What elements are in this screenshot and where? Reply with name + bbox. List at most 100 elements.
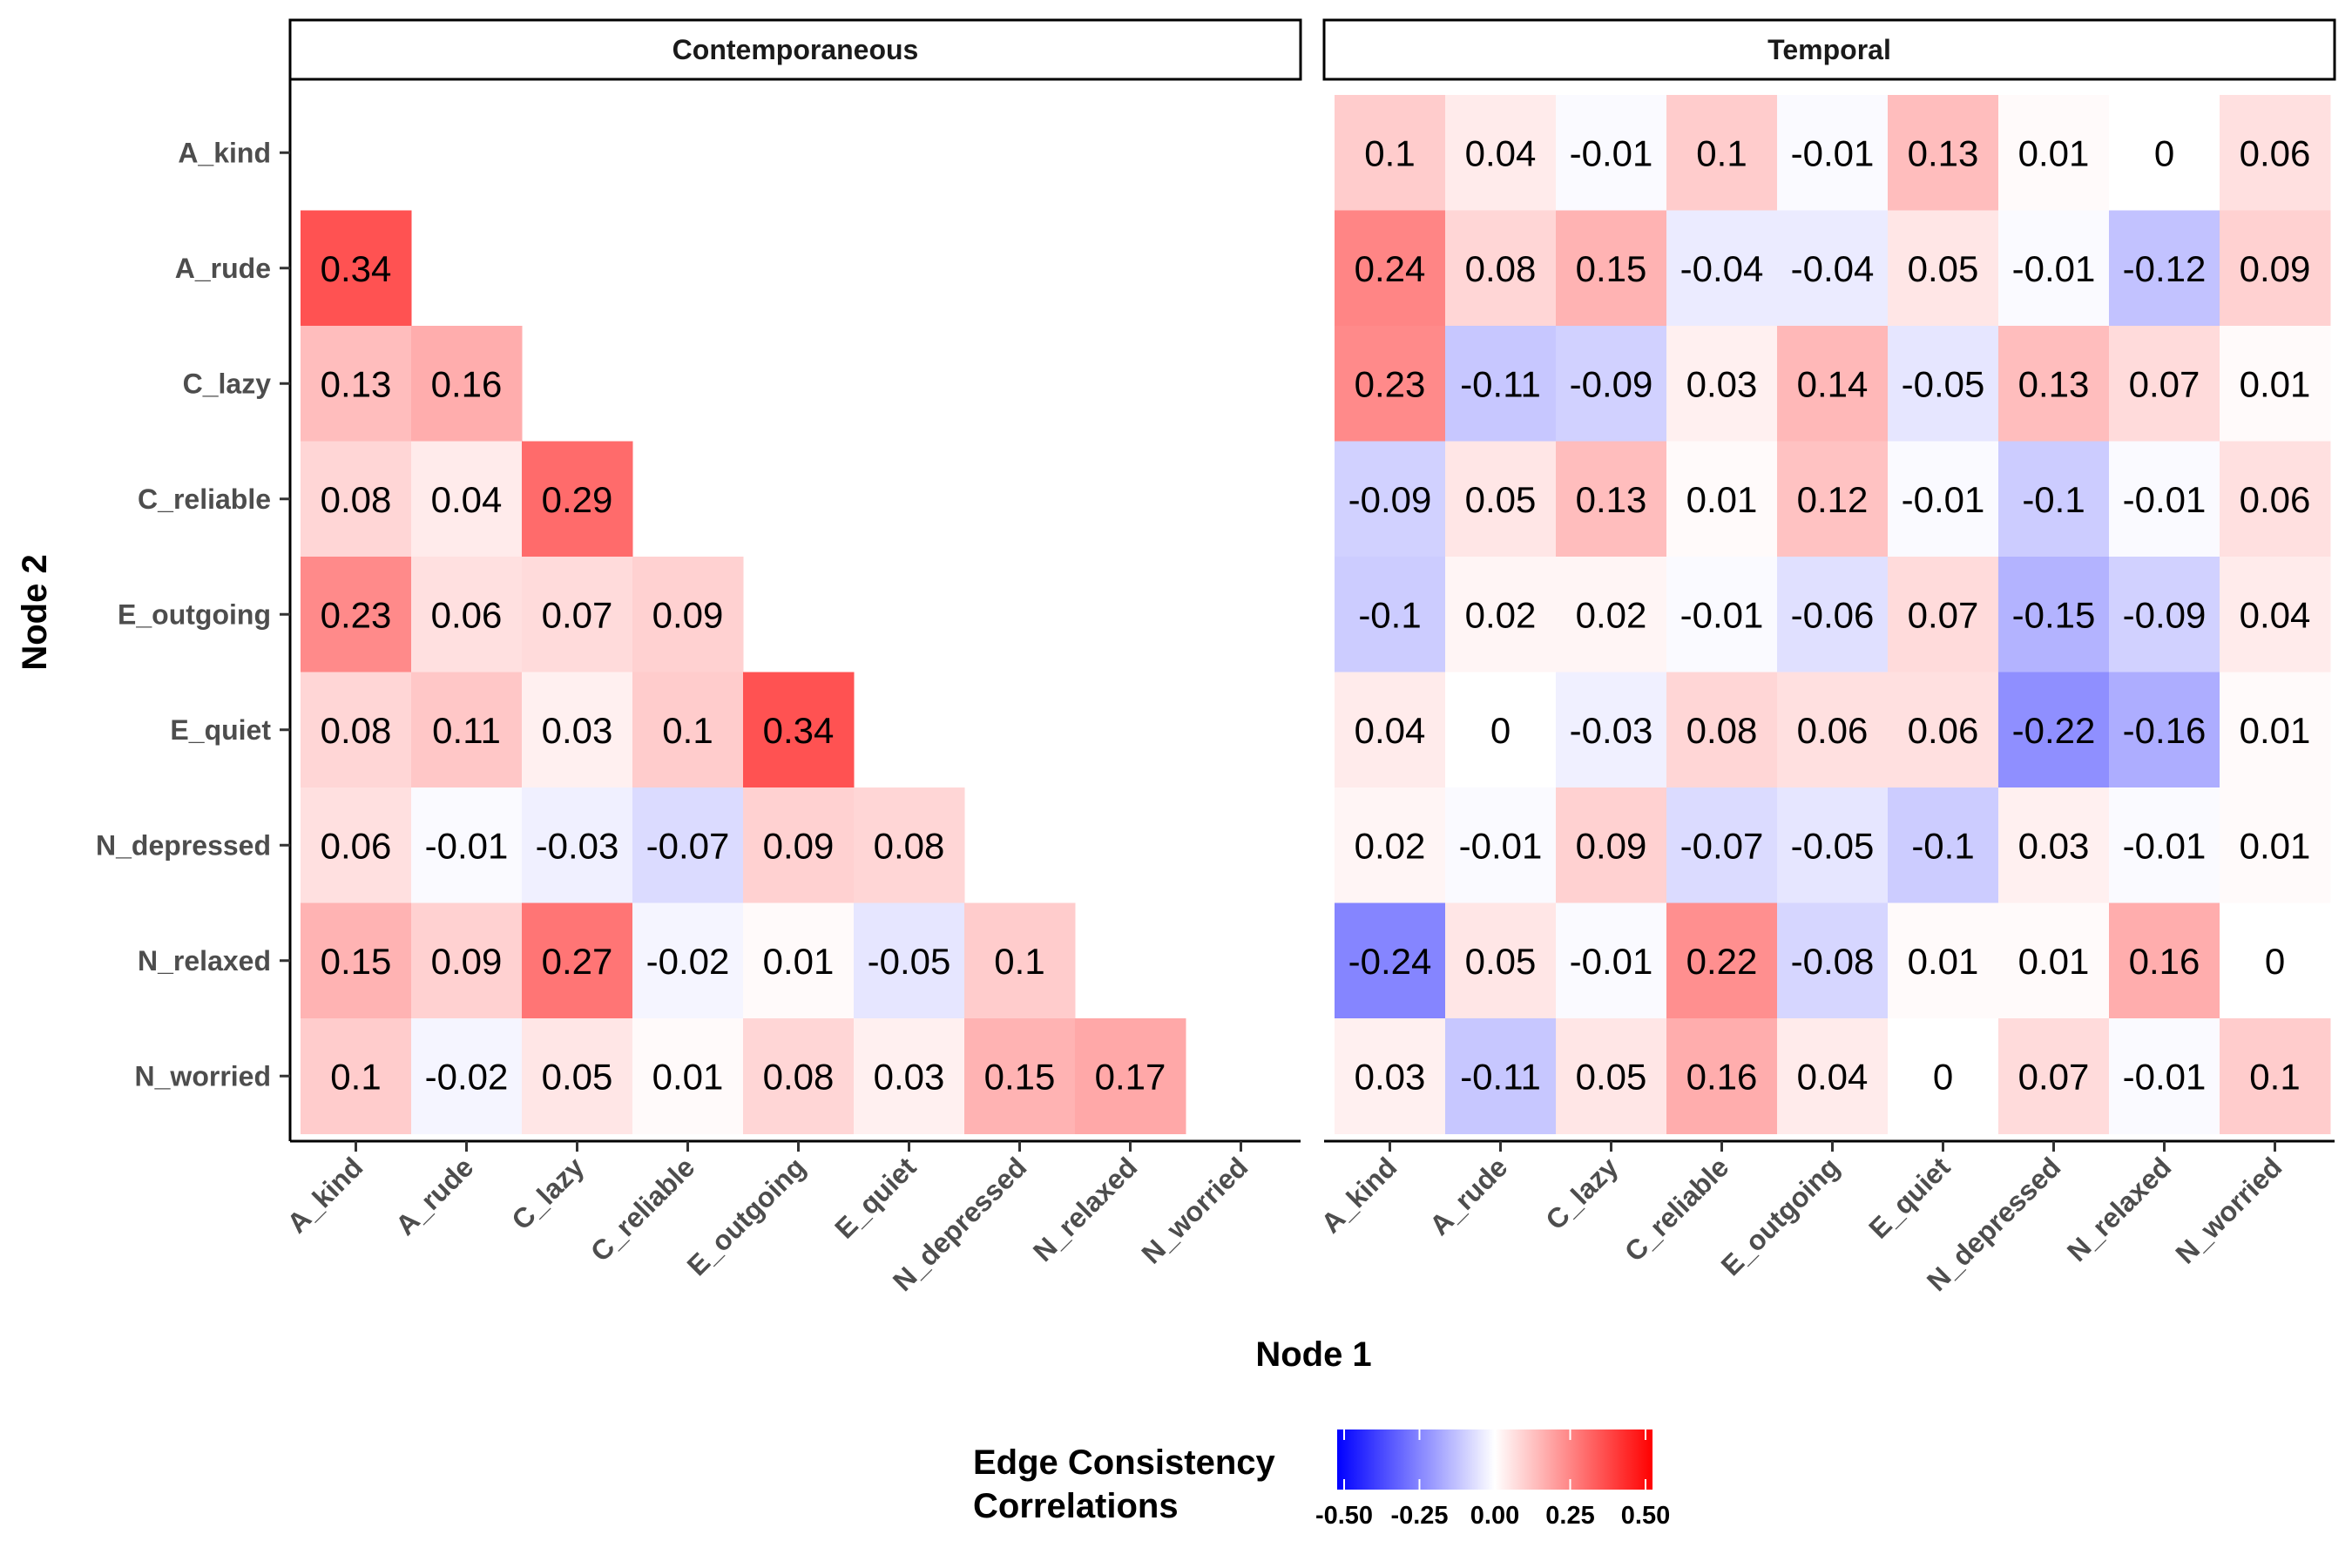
cell-value-label: 0.15 xyxy=(1576,248,1647,289)
x-tick-label: E_quiet xyxy=(1862,1151,1956,1244)
cell-value-label: 0.1 xyxy=(994,941,1044,982)
heatmap-cell xyxy=(1556,1018,1667,1134)
heatmap-cell xyxy=(1556,902,1667,1019)
cell-value-label: 0.04 xyxy=(1465,132,1537,173)
facet-strip-label: Temporal xyxy=(1767,34,1891,65)
cell-value-label: 0.12 xyxy=(1797,479,1869,520)
cell-value-label: 0.1 xyxy=(1364,132,1415,173)
cell-value-label: -0.09 xyxy=(1570,363,1653,404)
cell-value-label: 0.01 xyxy=(1908,941,1979,982)
heatmap-cell xyxy=(522,902,633,1019)
x-tick-label: C_reliable xyxy=(585,1151,701,1267)
heatmap-cell xyxy=(2220,902,2331,1019)
cell-value-label: 0.05 xyxy=(1908,248,1979,289)
x-tick-label: C_reliable xyxy=(1619,1151,1735,1267)
cell-value-label: -0.01 xyxy=(1459,825,1543,866)
heatmap-cell xyxy=(1445,1018,1557,1134)
y-tick-label: N_worried xyxy=(135,1060,271,1092)
x-tick-label: N_worried xyxy=(2169,1151,2288,1269)
y-tick-label: C_lazy xyxy=(183,368,272,399)
legend-tick-label: 0.50 xyxy=(1621,1502,1670,1530)
legend-ticks: -0.50 -0.25 0.00 0.25 0.50 xyxy=(1315,1429,1670,1530)
heatmap-cell xyxy=(1777,1018,1889,1134)
heatmap-cell xyxy=(2109,210,2220,327)
color-legend: Edge Consistency Correlations -0.50 -0.25… xyxy=(973,1429,1670,1530)
heatmap-cell xyxy=(1777,902,1889,1019)
heatmap-cell xyxy=(1998,672,2110,788)
heatmap-cell xyxy=(1335,902,1446,1019)
heatmap-cell xyxy=(2109,95,2220,211)
cell-value-label: 0.13 xyxy=(321,363,392,404)
x-axis-title: Node 1 xyxy=(1255,1335,1371,1374)
cell-value-label: -0.01 xyxy=(1570,132,1653,173)
x-tick-label: N_worried xyxy=(1135,1151,1254,1269)
cell-value-label: 0.08 xyxy=(1686,710,1758,751)
heatmap-cell xyxy=(2220,787,2331,903)
cell-value-label: 0.01 xyxy=(2240,825,2311,866)
cell-value-label: 0.03 xyxy=(874,1056,945,1097)
cell-value-label: -0.01 xyxy=(1902,479,1985,520)
cell-value-label: 0.16 xyxy=(431,363,503,404)
heatmap-cell xyxy=(743,672,855,788)
heatmap-cell xyxy=(2220,557,2331,672)
heatmap-cell xyxy=(411,326,523,442)
cell-value-label: 0.14 xyxy=(1797,363,1869,404)
legend-tick-label: 0.25 xyxy=(1545,1502,1594,1530)
heatmap-cell xyxy=(1445,557,1557,672)
heatmap-cell xyxy=(964,902,1076,1019)
heatmap-cell xyxy=(1666,1018,1778,1134)
cell-value-label: 0.13 xyxy=(2018,363,2090,404)
cell-value-label: -0.07 xyxy=(1680,825,1764,866)
facet-strip-label: Contemporaneous xyxy=(672,34,919,65)
x-tick-label: N_relaxed xyxy=(1027,1151,1144,1267)
heatmap-cell xyxy=(1445,210,1557,327)
y-tick-label: E_quiet xyxy=(170,714,271,746)
heatmap-cell xyxy=(411,672,523,788)
heatmap-cell xyxy=(1335,557,1446,672)
heatmap-cell xyxy=(1335,326,1446,442)
cell-value-label: -0.12 xyxy=(2123,248,2207,289)
legend-title-line-2: Correlations xyxy=(973,1487,1179,1525)
cell-value-label: -0.01 xyxy=(2012,248,2096,289)
heatmap-cell xyxy=(1445,902,1557,1019)
heatmap-cell xyxy=(1998,95,2110,211)
cell-value-label: 0.05 xyxy=(1465,479,1537,520)
cell-value-label: 0.01 xyxy=(2018,132,2090,173)
facet-strip xyxy=(1322,18,2336,81)
panel-temporal: Temporal 0.1 0.04 -0.01 0.1 -0.01 0.13 0.01 0 0.0… xyxy=(1315,18,2336,1297)
x-tick-label: E_outgoing xyxy=(1715,1151,1846,1281)
cell-value-label: 0.06 xyxy=(2240,132,2311,173)
cell-value-label: -0.05 xyxy=(1902,363,1985,404)
cell-value-label: 0.04 xyxy=(1355,710,1426,751)
heatmap-cell xyxy=(2220,326,2331,442)
heatmap-cell xyxy=(1888,326,1999,442)
cell-value-label: -0.01 xyxy=(425,825,509,866)
heatmap-cell xyxy=(1666,787,1778,903)
heatmap-cell xyxy=(632,672,744,788)
heatmap-cell xyxy=(1335,95,1446,211)
y-tick-label: A_kind xyxy=(178,137,271,168)
cell-value-label: 0.02 xyxy=(1355,825,1426,866)
heatmap-cell xyxy=(301,557,412,672)
cell-value-label: -0.16 xyxy=(2123,710,2207,751)
heatmap-cell xyxy=(1777,672,1889,788)
heatmap-cell xyxy=(2109,902,2220,1019)
heatmap-cell xyxy=(2220,1018,2331,1134)
cell-value-label: 0.08 xyxy=(874,825,945,866)
x-tick-label: N_relaxed xyxy=(2061,1151,2178,1267)
x-tick-label: A_kind xyxy=(1315,1151,1403,1239)
cell-value-label: -0.15 xyxy=(2012,594,2096,635)
heatmap-cell xyxy=(1777,210,1889,327)
legend-title-line-1: Edge Consistency xyxy=(973,1443,1276,1482)
heatmap-cell xyxy=(1335,672,1446,788)
heatmap-cell xyxy=(1445,672,1557,788)
x-tick-label: C_lazy xyxy=(505,1151,590,1235)
cell-value-label: 0.05 xyxy=(1465,941,1537,982)
heatmap-cell xyxy=(1445,787,1557,903)
legend-tick-label: 0.00 xyxy=(1470,1502,1519,1530)
cell-value-label: 0.17 xyxy=(1095,1056,1166,1097)
cell-value-label: -0.24 xyxy=(1348,941,1432,982)
cell-value-label: 0.29 xyxy=(542,479,613,520)
cell-value-label: 0.22 xyxy=(1686,941,1758,982)
heatmap-cell xyxy=(1556,672,1667,788)
